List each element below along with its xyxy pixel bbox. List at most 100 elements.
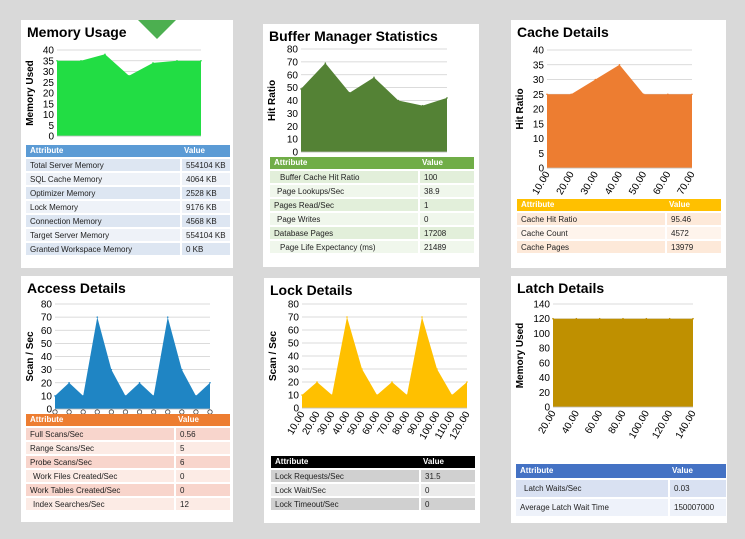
table-row: Lock Requests/Sec 31.5 xyxy=(271,470,475,482)
value-column-header: Value xyxy=(668,464,726,478)
y-tick-label: 5 xyxy=(538,149,544,160)
attribute-cell: Granted Workspace Memory xyxy=(30,244,133,254)
table-row: SQL Cache Memory 4064 KB xyxy=(26,173,230,185)
data-point xyxy=(570,93,572,96)
table-row: Latch Waits/Sec 0.03 xyxy=(516,480,726,497)
x-tick-label: 40.00 xyxy=(603,169,625,197)
table-row: Full Scans/Sec 0.56 xyxy=(26,428,230,440)
cache-details-title: Cache Details xyxy=(517,24,609,40)
data-point xyxy=(575,317,578,320)
attribute-cell: Cache Pages xyxy=(521,242,570,252)
data-area xyxy=(547,64,692,168)
data-point xyxy=(209,381,211,384)
data-point xyxy=(54,395,56,397)
buffer-manager-title: Buffer Manager Statistics xyxy=(269,28,438,44)
table-header: Attribute Value xyxy=(270,157,474,169)
table-row: Lock Timeout/Sec 0 xyxy=(271,498,475,510)
dropdown-arrow-icon[interactable] xyxy=(138,20,176,39)
table-row: Work Files Created/Sec 0 xyxy=(26,470,230,482)
table-row: Buffer Cache Hit Ratio 100 xyxy=(270,171,474,183)
y-tick-label: 10 xyxy=(43,110,55,121)
attribute-cell: Page Writes xyxy=(277,214,321,224)
data-point xyxy=(82,395,84,397)
value-cell: 12 xyxy=(174,498,230,510)
value-cell: 4064 KB xyxy=(180,173,230,185)
data-point xyxy=(195,395,197,397)
y-tick-label: 0 xyxy=(292,148,298,159)
y-tick-label: 20 xyxy=(41,378,53,389)
y-tick-label: 100 xyxy=(533,329,550,340)
lock-details-table: Attribute Value Lock Requests/Sec 31.5 Lo… xyxy=(271,454,475,512)
data-point xyxy=(668,317,671,320)
value-cell: 31.5 xyxy=(419,470,475,482)
y-tick-label: 20 xyxy=(43,89,55,100)
value-cell: 0 xyxy=(419,484,475,496)
y-axis-title: Scan / Sec xyxy=(268,331,279,381)
table-row: Connection Memory 4568 KB xyxy=(26,215,230,227)
y-tick-label: 30 xyxy=(288,365,300,376)
value-cell: 5 xyxy=(174,442,230,454)
y-tick-label: 35 xyxy=(533,60,545,71)
data-point xyxy=(406,394,408,396)
attribute-cell: Connection Memory xyxy=(30,216,102,226)
y-tick-label: 35 xyxy=(43,56,55,67)
attribute-cell: Probe Scans/Sec xyxy=(30,457,92,467)
attribute-column-header: Attribute xyxy=(517,199,665,211)
y-tick-label: 10 xyxy=(533,134,545,145)
attribute-cell: Average Latch Wait Time xyxy=(520,503,609,512)
table-row: Database Pages 17208 xyxy=(270,227,474,239)
value-cell: 21489 xyxy=(418,241,474,253)
y-tick-label: 120 xyxy=(533,314,550,325)
attribute-column-header: Attribute xyxy=(26,145,180,157)
data-point xyxy=(552,317,554,320)
value-cell: 554104 KB xyxy=(180,159,230,171)
y-tick-label: 70 xyxy=(288,313,300,324)
x-tick-label: 40.00 xyxy=(560,408,582,436)
data-point xyxy=(200,59,202,62)
y-tick-label: 60 xyxy=(288,326,300,337)
memory-usage-table: Attribute Value Total Server Memory 55410… xyxy=(26,143,230,257)
data-point xyxy=(692,317,694,320)
value-cell: 6 xyxy=(174,456,230,468)
table-row: Page Lookups/Sec 38.9 xyxy=(270,185,474,197)
table-row: Lock Wait/Sec 0 xyxy=(271,484,475,496)
y-axis-title: Hit Ratio xyxy=(515,88,526,129)
y-tick-label: 140 xyxy=(533,300,550,311)
x-tick-label: 20.00 xyxy=(555,169,577,197)
memory-usage-title: Memory Usage xyxy=(27,24,127,40)
attribute-cell: Total Server Memory xyxy=(30,160,104,170)
table-row: Optimizer Memory 2528 KB xyxy=(26,187,230,199)
data-point xyxy=(546,93,548,96)
access-details-table: Attribute Value Full Scans/Sec 0.56 Range… xyxy=(26,412,230,512)
data-point xyxy=(397,99,400,102)
x-tick-label: 140.00 xyxy=(674,408,699,440)
data-point xyxy=(391,381,393,383)
table-row: Probe Scans/Sec 6 xyxy=(26,456,230,468)
attribute-cell: Range Scans/Sec xyxy=(30,443,95,453)
buffer-manager-table: Attribute Value Buffer Cache Hit Ratio 10… xyxy=(270,155,474,255)
latch-details-chart: 0 20 40 60 80 100 120 140 20.00 40.00 60.00 80.0010… xyxy=(515,300,699,441)
y-tick-label: 25 xyxy=(43,78,55,89)
data-point xyxy=(128,75,130,77)
data-point xyxy=(642,93,645,96)
x-tick-label: 20.00 xyxy=(537,408,559,436)
y-tick-label: 20 xyxy=(288,378,300,389)
table-row: Work Tables Created/Sec 0 xyxy=(26,484,230,496)
cache-details-panel: Cache Details 0 5 10 15 20 25 30 35 40 10.00 20.00… xyxy=(511,20,726,268)
value-cell: 9176 KB xyxy=(180,201,230,213)
value-cell: 0 xyxy=(419,498,475,510)
x-tick-label: 120.00 xyxy=(650,408,675,440)
attribute-cell: Page Life Expectancy (ms) xyxy=(280,242,376,252)
y-tick-label: 50 xyxy=(41,339,53,350)
data-point xyxy=(104,53,106,56)
access-details-panel: Access Details 0 10 20 30 40 50 60 70 80 Scan / S… xyxy=(21,276,233,522)
y-tick-label: 80 xyxy=(539,344,551,355)
y-axis-title: Hit Ratio xyxy=(267,80,278,121)
attribute-cell: Full Scans/Sec xyxy=(30,429,84,439)
value-cell: 4572 xyxy=(665,227,721,239)
value-cell: 0.56 xyxy=(174,428,230,440)
y-tick-label: 20 xyxy=(287,122,299,133)
cache-details-chart: 0 5 10 15 20 25 30 35 40 10.00 20.00 30.00 40.00 50.0… xyxy=(515,46,698,197)
y-tick-label: 40 xyxy=(41,352,53,363)
